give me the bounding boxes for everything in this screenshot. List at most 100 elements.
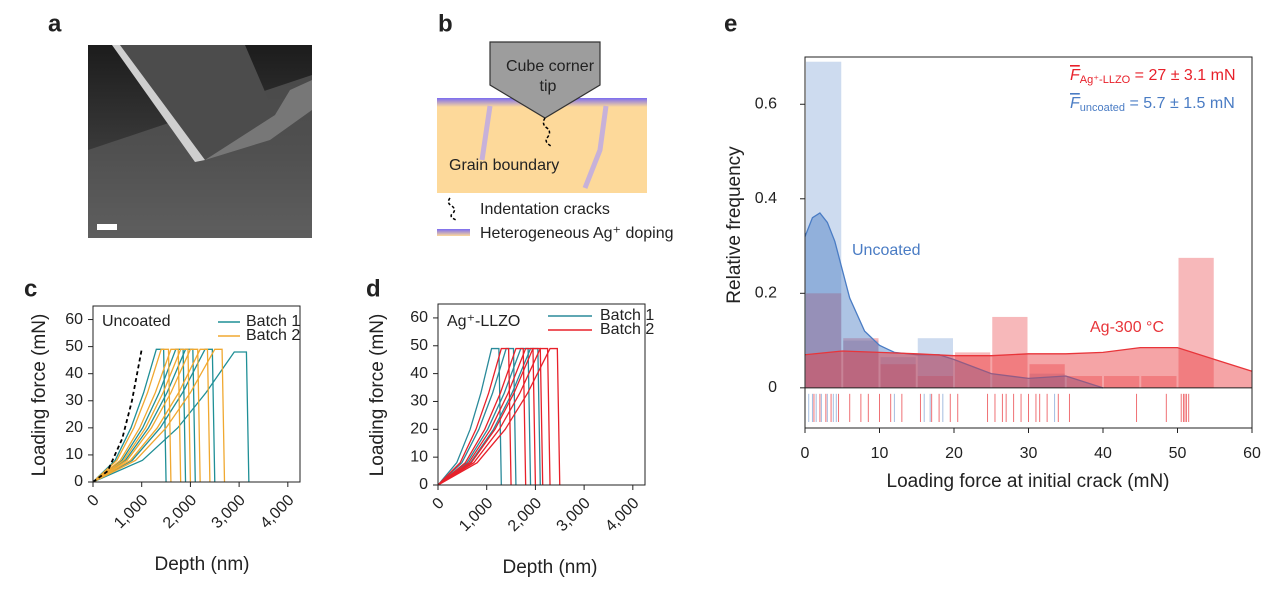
histogram-bar [880, 364, 916, 388]
legend-label: Indentation cracks [480, 201, 610, 218]
mean-symbol: F [1070, 95, 1081, 112]
curve [92, 348, 172, 483]
legend-label: Heterogeneous Ag⁺ doping [480, 225, 673, 242]
panel-label: e [724, 10, 737, 37]
y-tick-label: 60 [410, 309, 428, 326]
grain-boundary-label: Grain boundary [449, 157, 559, 174]
x-tick-label: 1,000 [456, 495, 496, 535]
x-tick-label: 4,000 [257, 492, 297, 532]
tip-label: tip [540, 78, 557, 95]
kde-line [804, 212, 1104, 389]
curve [92, 348, 211, 483]
panel-label: c [24, 275, 37, 302]
curve [92, 348, 226, 483]
sem-image [88, 45, 312, 238]
kde-line [804, 347, 1253, 372]
curve [437, 347, 561, 486]
histogram-bar [843, 340, 879, 388]
mean-annotation: Funcoated = 5.7 ± 1.5 mN [1070, 95, 1235, 114]
curve [92, 348, 182, 483]
histogram-bar [1029, 364, 1065, 388]
panel: d Depth (nm) Loading force (mN) 0 1,000 2,000… [366, 275, 654, 578]
x-tick-label: 30 [1020, 445, 1038, 462]
kde-area [805, 212, 1103, 388]
x-axis-label: Loading force at initial crack (mN) [887, 471, 1170, 492]
y-tick-label: 20 [65, 419, 83, 436]
y-tick-label: 0.2 [755, 285, 777, 302]
histogram-bar [880, 357, 916, 388]
x-tick-label: 0 [801, 445, 810, 462]
x-axis-label: Depth (nm) [502, 557, 597, 578]
plot-frame [437, 303, 646, 486]
y-tick-label: 30 [410, 393, 428, 410]
x-axis-label: Depth (nm) [154, 554, 249, 575]
y-tick-label: 0.4 [755, 190, 777, 207]
mean-value: = 27 ± 3.1 mN [1130, 67, 1235, 84]
plot-frame [92, 305, 301, 483]
kde-area [805, 347, 1252, 388]
y-tick-label: 0 [419, 476, 428, 493]
y-tick-label: 0 [768, 379, 777, 396]
x-tick-label: 60 [1243, 445, 1261, 462]
panel: e Loading force at initial crack (mN) Rela… [724, 10, 1261, 492]
legend-label: Batch 2 [246, 327, 300, 344]
y-axis-label: Loading force (mN) [367, 314, 388, 477]
x-tick-label: 20 [945, 445, 963, 462]
mean-annotation: FAg⁺-LLZO = 27 ± 3.1 mN [1070, 67, 1236, 86]
y-tick-label: 40 [65, 365, 83, 382]
curve [92, 348, 192, 483]
histogram-bar [1178, 257, 1214, 388]
x-tick-label: 2,000 [160, 492, 200, 532]
legend-label: Batch 1 [246, 313, 300, 330]
mean-subscript: uncoated [1080, 102, 1125, 114]
panel-label: d [366, 275, 381, 302]
mean-subscript: Ag⁺-LLZO [1080, 74, 1131, 86]
schematic [437, 41, 647, 236]
plot-annotation: Uncoated [102, 313, 171, 330]
series-label: Uncoated [852, 242, 921, 259]
plot-frame [804, 56, 1253, 429]
panel-label: b [438, 10, 453, 37]
histogram-bar [843, 338, 879, 388]
y-tick-label: 40 [410, 365, 428, 382]
x-tick-label: 4,000 [602, 495, 642, 535]
y-tick-label: 0 [74, 473, 83, 490]
histogram-bar [1141, 376, 1177, 388]
curve [92, 348, 201, 483]
y-tick-label: 10 [410, 448, 428, 465]
x-tick-label: 40 [1094, 445, 1112, 462]
curve [437, 347, 512, 486]
curve [437, 347, 502, 486]
y-tick-label: 0.6 [755, 95, 777, 112]
x-tick-label: 2,000 [505, 495, 545, 535]
plot-annotation: Ag⁺-LLZO [447, 313, 520, 330]
panel: c Depth (nm) Loading force (mN) 0 1,000 2,000… [24, 275, 301, 575]
x-tick-label: 0 [84, 492, 102, 510]
histogram-bar [917, 376, 953, 388]
x-tick-label: 10 [871, 445, 889, 462]
y-tick-label: 30 [65, 392, 83, 409]
y-axis-label: Relative frequency [724, 146, 745, 304]
histogram-bar [917, 338, 953, 388]
x-tick-label: 3,000 [554, 495, 594, 535]
legend-label: Batch 1 [600, 307, 654, 324]
mean-value: = 5.7 ± 1.5 mN [1125, 95, 1235, 112]
series-label: Ag-300 °C [1090, 319, 1164, 336]
x-tick-label: 3,000 [209, 492, 249, 532]
histogram-bar [955, 352, 991, 388]
histogram-bar [806, 61, 842, 388]
curve [92, 348, 216, 483]
y-axis-label: Loading force (mN) [29, 314, 50, 477]
histogram-bar [1104, 376, 1140, 388]
y-tick-label: 50 [65, 338, 83, 355]
curve [92, 351, 250, 483]
curve [437, 347, 527, 486]
mean-symbol: F [1070, 67, 1081, 84]
x-tick-label: 1,000 [111, 492, 151, 532]
y-tick-label: 50 [410, 337, 428, 354]
curve [437, 347, 551, 486]
y-tick-label: 20 [410, 421, 428, 438]
y-tick-label: 10 [65, 446, 83, 463]
histogram-bar [806, 293, 842, 388]
tip-label: Cube corner [506, 58, 595, 75]
